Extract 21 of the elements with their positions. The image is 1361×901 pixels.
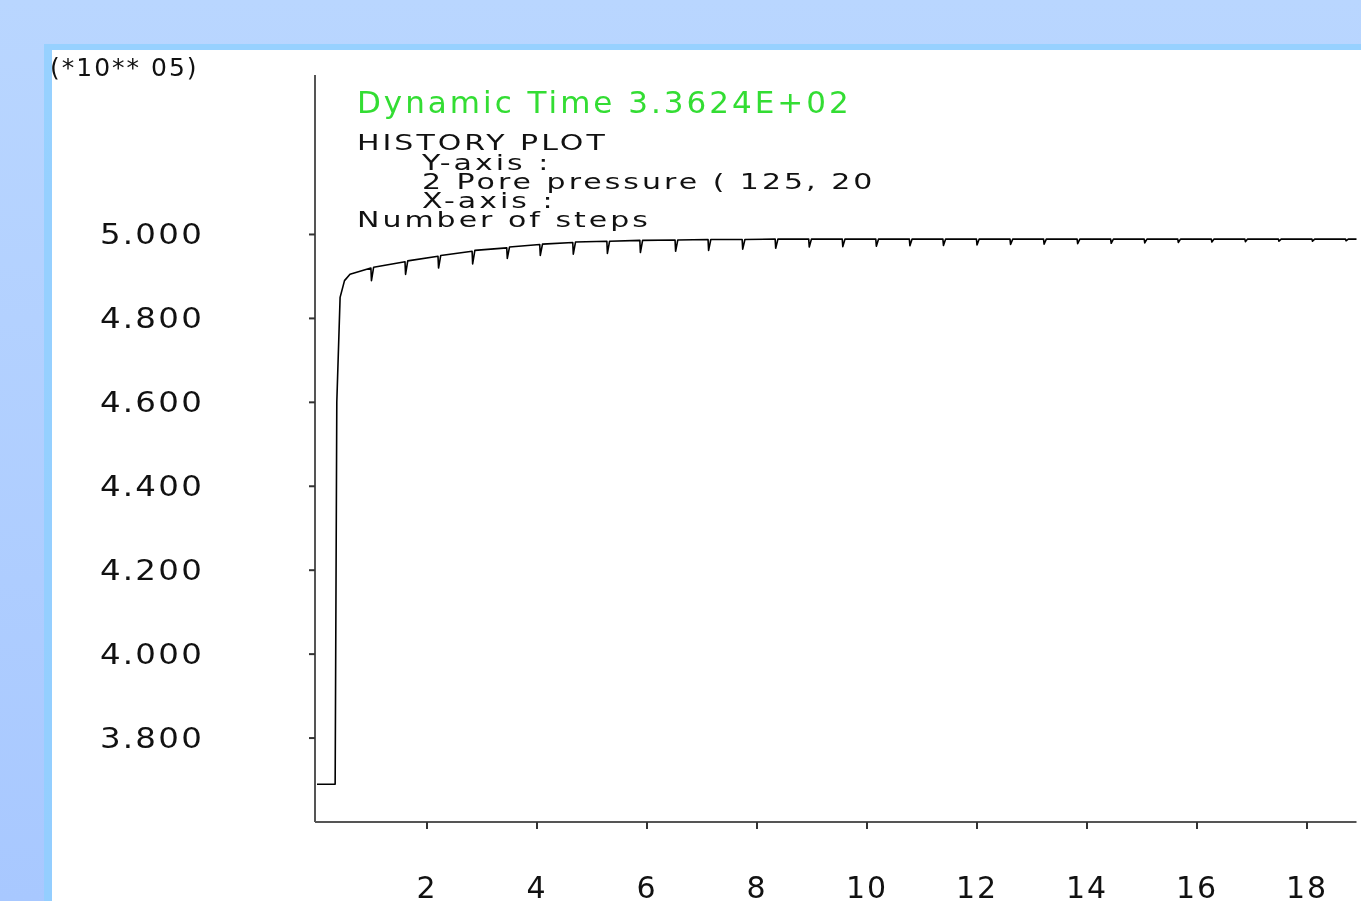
y-tick-label: 3.800 — [99, 720, 205, 755]
x-tick-label: 8 — [746, 870, 768, 901]
annotation: HISTORY PLOT — [357, 130, 608, 155]
x-tick-label: 14 — [1065, 870, 1109, 901]
y-tick-label: 4.800 — [99, 301, 205, 335]
chart-title: Dynamic Time 3.3624E+02 — [357, 84, 852, 120]
line-series — [316, 238, 1358, 786]
x-tick-label: 10 — [845, 870, 889, 901]
y-axis-title: (*10** 05) — [50, 53, 199, 82]
y-tick-label: 4.000 — [99, 636, 205, 671]
annotation: Number of steps — [357, 207, 651, 232]
y-tick-label: 4.600 — [99, 385, 205, 419]
x-tick-label: 4 — [526, 870, 548, 901]
y-tick-label: 4.400 — [99, 468, 205, 503]
x-tick-label: 18 — [1285, 870, 1329, 901]
x-tick-label: 12 — [955, 870, 999, 901]
y-tick-label: 4.200 — [99, 552, 205, 587]
x-tick-label: 2 — [416, 870, 438, 901]
x-tick-label: 6 — [636, 870, 658, 901]
x-tick-label: 16 — [1175, 870, 1219, 901]
y-tick-label: 5.000 — [99, 217, 205, 252]
